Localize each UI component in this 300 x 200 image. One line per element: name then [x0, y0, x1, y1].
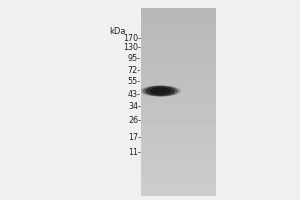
Text: 170-: 170- — [123, 34, 141, 43]
Text: 72-: 72- — [128, 66, 141, 75]
Text: 55-: 55- — [128, 77, 141, 86]
Ellipse shape — [143, 86, 178, 97]
Text: 26-: 26- — [128, 116, 141, 125]
Text: 34-: 34- — [128, 102, 141, 111]
Text: 130-: 130- — [123, 43, 141, 52]
Bar — [147, 30, 205, 175]
Ellipse shape — [150, 87, 171, 95]
Text: 17-: 17- — [128, 133, 141, 142]
Text: 95-: 95- — [128, 54, 141, 63]
Ellipse shape — [146, 86, 175, 96]
Ellipse shape — [140, 86, 182, 97]
Text: 43-: 43- — [128, 90, 141, 99]
Text: 11-: 11- — [128, 148, 141, 157]
Text: 1: 1 — [173, 27, 179, 36]
Text: kDa: kDa — [109, 27, 126, 36]
